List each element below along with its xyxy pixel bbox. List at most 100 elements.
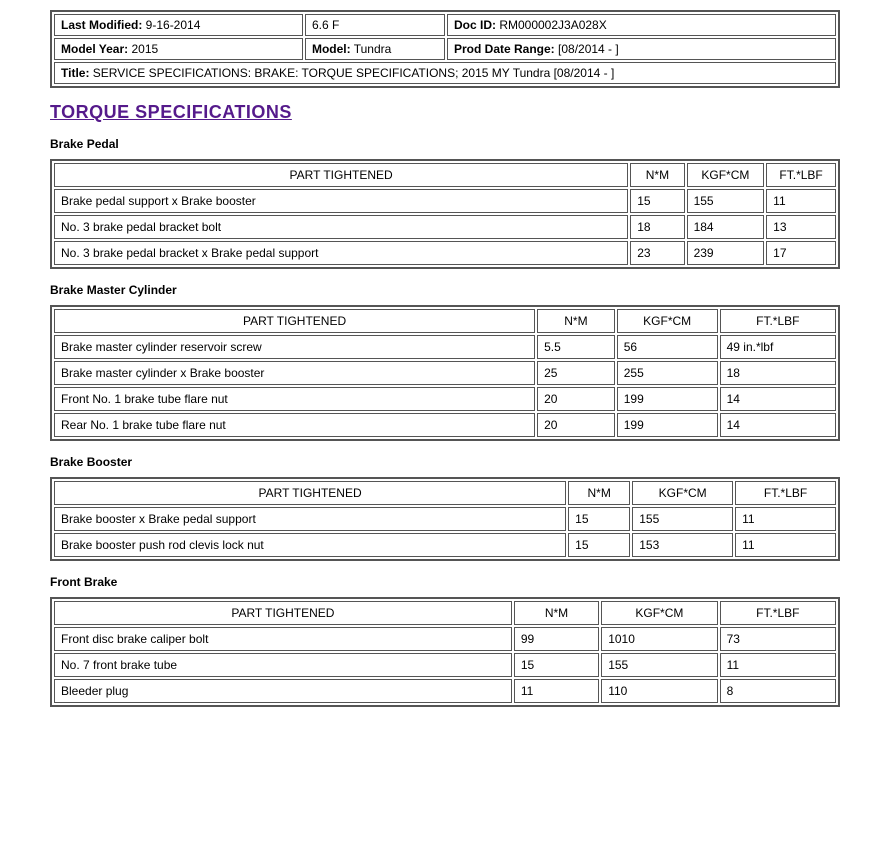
table-row: No. 3 brake pedal bracket bolt1818413	[54, 215, 836, 239]
cell-ft: 17	[766, 241, 836, 265]
cell-nm: 18	[630, 215, 684, 239]
section-title: Brake Booster	[50, 455, 840, 469]
table-header-row: PART TIGHTENEDN*MKGF*CMFT.*LBF	[54, 309, 836, 333]
cell-kgf: 153	[632, 533, 733, 557]
doc-id-value: RM000002J3A028X	[499, 18, 606, 32]
title-value: SERVICE SPECIFICATIONS: BRAKE: TORQUE SP…	[93, 66, 615, 80]
column-header-kgf: KGF*CM	[617, 309, 718, 333]
cell-part: Front disc brake caliper bolt	[54, 627, 512, 651]
table-row: Brake master cylinder x Brake booster252…	[54, 361, 836, 385]
section-title: Front Brake	[50, 575, 840, 589]
section-title: Brake Pedal	[50, 137, 840, 151]
column-header-nm: N*M	[537, 309, 615, 333]
doc-id-label: Doc ID:	[454, 18, 496, 32]
cell-kgf: 184	[687, 215, 765, 239]
cell-kgf: 1010	[601, 627, 717, 651]
cell-nm: 15	[568, 533, 630, 557]
column-header-part: PART TIGHTENED	[54, 601, 512, 625]
cell-ft: 11	[735, 533, 836, 557]
cell-ft: 8	[720, 679, 836, 703]
cell-kgf: 199	[617, 413, 718, 437]
cell-ft: 73	[720, 627, 836, 651]
column-header-part: PART TIGHTENED	[54, 309, 535, 333]
title-label: Title:	[61, 66, 89, 80]
cell-part: Brake master cylinder reservoir screw	[54, 335, 535, 359]
column-header-kgf: KGF*CM	[632, 481, 733, 505]
prod-date-label: Prod Date Range:	[454, 42, 555, 56]
cell-part: Brake booster x Brake pedal support	[54, 507, 566, 531]
cell-ft: 14	[720, 413, 836, 437]
cell-part: Bleeder plug	[54, 679, 512, 703]
table-row: Brake booster x Brake pedal support15155…	[54, 507, 836, 531]
model-label: Model:	[312, 42, 351, 56]
cell-ft: 13	[766, 215, 836, 239]
header-row-1: Last Modified: 9-16-2014 6.6 F Doc ID: R…	[54, 14, 836, 36]
model-year-value: 2015	[131, 42, 158, 56]
table-header-row: PART TIGHTENEDN*MKGF*CMFT.*LBF	[54, 481, 836, 505]
cell-nm: 15	[514, 653, 599, 677]
torque-table: PART TIGHTENEDN*MKGF*CMFT.*LBFFront disc…	[50, 597, 840, 707]
cell-nm: 11	[514, 679, 599, 703]
column-header-kgf: KGF*CM	[601, 601, 717, 625]
cell-part: Brake booster push rod clevis lock nut	[54, 533, 566, 557]
table-row: No. 3 brake pedal bracket x Brake pedal …	[54, 241, 836, 265]
cell-part: No. 7 front brake tube	[54, 653, 512, 677]
cell-part: No. 3 brake pedal bracket x Brake pedal …	[54, 241, 628, 265]
version-value: 6.6 F	[312, 18, 339, 32]
torque-table: PART TIGHTENEDN*MKGF*CMFT.*LBFBrake boos…	[50, 477, 840, 561]
cell-nm: 23	[630, 241, 684, 265]
column-header-nm: N*M	[630, 163, 684, 187]
main-title: TORQUE SPECIFICATIONS	[50, 102, 840, 123]
table-row: Front disc brake caliper bolt99101073	[54, 627, 836, 651]
prod-date-value: [08/2014 - ]	[558, 42, 619, 56]
table-row: Brake pedal support x Brake booster15155…	[54, 189, 836, 213]
cell-kgf: 155	[687, 189, 765, 213]
cell-kgf: 255	[617, 361, 718, 385]
document-header-table: Last Modified: 9-16-2014 6.6 F Doc ID: R…	[50, 10, 840, 88]
column-header-ft: FT.*LBF	[766, 163, 836, 187]
cell-ft: 11	[735, 507, 836, 531]
cell-kgf: 155	[632, 507, 733, 531]
cell-nm: 99	[514, 627, 599, 651]
torque-table: PART TIGHTENEDN*MKGF*CMFT.*LBFBrake peda…	[50, 159, 840, 269]
cell-nm: 5.5	[537, 335, 615, 359]
cell-ft: 49 in.*lbf	[720, 335, 836, 359]
table-row: Bleeder plug111108	[54, 679, 836, 703]
main-title-link[interactable]: TORQUE SPECIFICATIONS	[50, 102, 292, 122]
header-row-3: Title: SERVICE SPECIFICATIONS: BRAKE: TO…	[54, 62, 836, 84]
cell-part: Brake pedal support x Brake booster	[54, 189, 628, 213]
cell-kgf: 110	[601, 679, 717, 703]
model-year-label: Model Year:	[61, 42, 128, 56]
cell-nm: 20	[537, 413, 615, 437]
cell-nm: 15	[568, 507, 630, 531]
cell-part: Front No. 1 brake tube flare nut	[54, 387, 535, 411]
cell-ft: 11	[720, 653, 836, 677]
cell-kgf: 155	[601, 653, 717, 677]
table-header-row: PART TIGHTENEDN*MKGF*CMFT.*LBF	[54, 601, 836, 625]
cell-kgf: 199	[617, 387, 718, 411]
header-row-2: Model Year: 2015 Model: Tundra Prod Date…	[54, 38, 836, 60]
model-value: Tundra	[354, 42, 392, 56]
cell-ft: 11	[766, 189, 836, 213]
column-header-part: PART TIGHTENED	[54, 163, 628, 187]
table-row: Front No. 1 brake tube flare nut2019914	[54, 387, 836, 411]
table-row: No. 7 front brake tube1515511	[54, 653, 836, 677]
column-header-kgf: KGF*CM	[687, 163, 765, 187]
column-header-ft: FT.*LBF	[735, 481, 836, 505]
table-header-row: PART TIGHTENEDN*MKGF*CMFT.*LBF	[54, 163, 836, 187]
table-row: Brake booster push rod clevis lock nut15…	[54, 533, 836, 557]
column-header-ft: FT.*LBF	[720, 601, 836, 625]
cell-nm: 15	[630, 189, 684, 213]
last-modified-value: 9-16-2014	[146, 18, 201, 32]
cell-ft: 18	[720, 361, 836, 385]
column-header-nm: N*M	[514, 601, 599, 625]
cell-kgf: 56	[617, 335, 718, 359]
cell-part: Rear No. 1 brake tube flare nut	[54, 413, 535, 437]
cell-nm: 20	[537, 387, 615, 411]
cell-nm: 25	[537, 361, 615, 385]
table-row: Rear No. 1 brake tube flare nut2019914	[54, 413, 836, 437]
table-row: Brake master cylinder reservoir screw5.5…	[54, 335, 836, 359]
last-modified-label: Last Modified:	[61, 18, 142, 32]
cell-kgf: 239	[687, 241, 765, 265]
cell-ft: 14	[720, 387, 836, 411]
